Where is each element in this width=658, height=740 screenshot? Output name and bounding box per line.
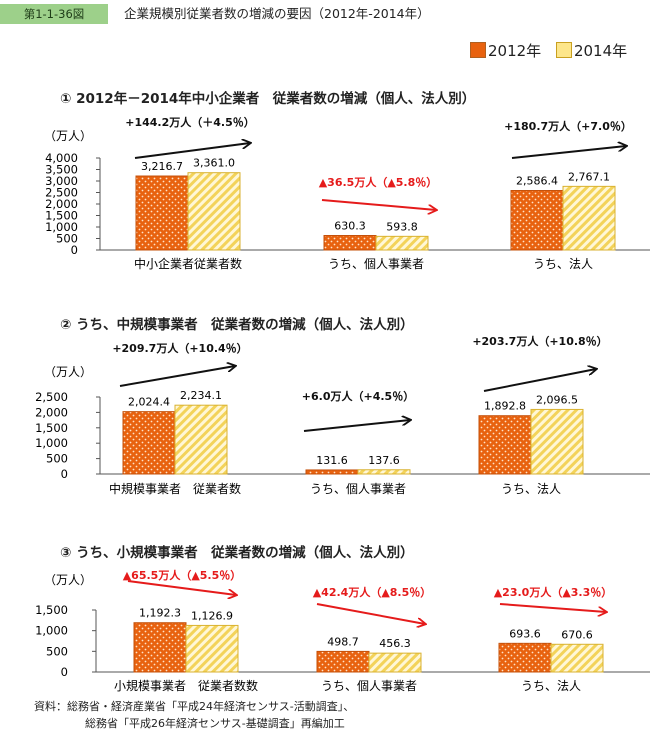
chart2-change-arrow — [303, 420, 410, 432]
chart2-value-label: 137.6 — [368, 454, 400, 467]
chart1-change-label: +180.7万人（+7.0％） — [504, 119, 632, 133]
chart2-ytick-label: 1,000 — [35, 436, 68, 450]
chart2-ytick-label: 1,500 — [35, 421, 68, 435]
chart1-ytick-label: 500 — [56, 232, 78, 246]
chart2-ytick-label: 0 — [61, 467, 68, 481]
chart3-change-label: ▲23.0万人（▲3.3％） — [494, 585, 613, 599]
chart3-change-label: ▲65.5万人（▲5.5％） — [123, 568, 242, 582]
legend-swatch-2014 — [555, 42, 572, 58]
legend-swatch-2012 — [470, 42, 486, 58]
chart1-ytick-label: 0 — [71, 243, 78, 257]
chart2-ytick-label: 500 — [46, 452, 68, 466]
legend: 2012年 2014年 — [470, 40, 637, 62]
source-line-2: 総務省「平成26年経済センサス‐基礎調査」再編加工 — [85, 717, 345, 730]
chart2-category-label: 中規模事業者 従業者数 — [109, 481, 241, 496]
chart1-bar-2012-1 — [135, 175, 189, 251]
chart1-bar-2014-1 — [187, 172, 241, 251]
chart2-ylabel: （万人） — [44, 365, 92, 379]
chart3-value-label: 498.7 — [327, 635, 359, 648]
chart1-change-arrow — [511, 146, 626, 159]
chart1-ytick-label: 3,000 — [45, 174, 78, 188]
chart3-category-label: うち、法人 — [521, 679, 581, 693]
chart3-change-arrow — [499, 603, 606, 612]
chart2-category-label: うち、法人 — [501, 482, 561, 496]
chart3-ytick-label: 0 — [61, 665, 68, 679]
chart1-category-label: 中小企業者従業者数 — [134, 256, 242, 271]
chart3-value-label: 456.3 — [379, 637, 411, 650]
chart3-value-label: 1,126.9 — [191, 609, 233, 622]
chart2-change-arrow — [483, 369, 596, 392]
chart1-value-label: 2,586.4 — [516, 175, 558, 188]
chart3-value-label: 693.6 — [509, 627, 541, 640]
chart1-change-arrow — [321, 199, 436, 210]
chart1-value-label: 630.3 — [334, 220, 366, 233]
chart2-change-arrow — [119, 366, 235, 387]
chart3-bar-2014-1 — [185, 624, 239, 673]
chart2-bar-2014-1 — [174, 404, 228, 475]
chart1-value-label: 593.8 — [386, 220, 418, 233]
chart1-change-label: ▲36.5万人（▲5.8％） — [319, 175, 438, 189]
chart2-title: ② うち、中規模事業者 従業者数の増減（個人、法人別） — [60, 317, 414, 333]
chart2-bar-2014-3 — [530, 408, 584, 475]
chart1-bar-2012-3 — [510, 190, 564, 251]
chart1-value-label: 3,361.0 — [193, 157, 235, 170]
chart1-ytick-label: 1,500 — [45, 209, 78, 223]
chart1-category-label: うち、法人 — [533, 257, 593, 271]
chart2-change-label: +6.0万人（+4.5％） — [302, 389, 414, 403]
chart1-ytick-label: 1,000 — [45, 220, 78, 234]
chart3-bar-2014-3 — [550, 643, 604, 673]
chart2-ytick-label: 2,000 — [35, 405, 68, 419]
chart3-bar-2012-3 — [498, 642, 552, 673]
legend-label-2012: 2012年 — [488, 42, 542, 60]
chart3-bar-2012-2 — [316, 650, 370, 673]
chart2-bar-2012-2 — [305, 469, 359, 475]
chart3-ytick-label: 1,000 — [35, 624, 68, 638]
chart1-title: ① 2012年－2014年中小企業者 従業者数の増減（個人、法人別） — [60, 91, 476, 107]
chart3-title: ③ うち、小規模事業者 従業者数の増減（個人、法人別） — [60, 545, 414, 561]
chart3-change-arrow — [127, 580, 236, 595]
figure-title: 企業規模別従業者数の増減の要因（2012年-2014年） — [124, 6, 430, 21]
chart3-bar-2012-1 — [133, 622, 187, 673]
legend-label-2014: 2014年 — [573, 42, 628, 60]
chart1-category-label: うち、個人事業者 — [328, 257, 424, 271]
chart2-bar-2012-1 — [122, 411, 176, 475]
chart1-ytick-label: 3,500 — [45, 163, 78, 177]
chart3-ytick-label: 1,500 — [35, 603, 68, 617]
chart1-value-label: 2,767.1 — [568, 170, 610, 183]
chart3-value-label: 1,192.3 — [139, 607, 181, 620]
chart1-ytick-label: 2,000 — [45, 197, 78, 211]
chart3-ytick-label: 500 — [46, 644, 68, 658]
chart2-change-label: +209.7万人（+10.4％） — [112, 341, 247, 355]
chart1-bar-2014-3 — [562, 185, 616, 251]
chart2-ytick-label: 2,500 — [35, 390, 68, 404]
chart1-value-label: 3,216.7 — [141, 160, 183, 173]
chart2-category-label: うち、個人事業者 — [310, 482, 406, 496]
chart1-bar-2012-2 — [323, 235, 377, 251]
chart2-value-label: 2,024.4 — [128, 396, 170, 409]
chart3-ylabel: （万人） — [44, 573, 92, 587]
chart1-bar-2014-2 — [375, 235, 429, 251]
source-note: 資料：総務省・経済産業省「平成24年経済センサス‐活動調査」、 総務省「平成26… — [34, 698, 354, 732]
chart3-change-label: ▲42.4万人（▲8.5％） — [313, 585, 432, 599]
chart1-change-arrow — [134, 143, 250, 159]
chart1-change-label: +144.2万人（＋4.5％） — [125, 115, 255, 129]
chart3-value-label: 670.6 — [561, 628, 593, 641]
chart1-ytick-label: 2,500 — [45, 186, 78, 200]
chart3-change-arrow — [316, 603, 425, 624]
source-line-1: 資料：総務省・経済産業省「平成24年経済センサス‐活動調査」、 — [34, 700, 355, 713]
chart2-value-label: 2,234.1 — [180, 389, 222, 402]
chart2-change-label: +203.7万人（+10.8％） — [472, 334, 607, 348]
chart2-bar-2014-2 — [357, 469, 411, 475]
chart2-value-label: 1,892.8 — [484, 400, 526, 413]
chart2-value-label: 131.6 — [316, 454, 348, 467]
chart1-ylabel: （万人） — [44, 129, 92, 143]
figure-label: 第1-1-36図 — [0, 4, 108, 24]
chart3-bar-2014-2 — [368, 652, 422, 673]
chart1-ytick-label: 4,000 — [45, 151, 78, 165]
chart2-bar-2012-3 — [478, 415, 532, 475]
chart3-category-label: うち、個人事業者 — [321, 679, 417, 693]
chart3-category-label: 小規模事業者 従業者数数 — [114, 678, 258, 693]
chart2-value-label: 2,096.5 — [536, 393, 578, 406]
